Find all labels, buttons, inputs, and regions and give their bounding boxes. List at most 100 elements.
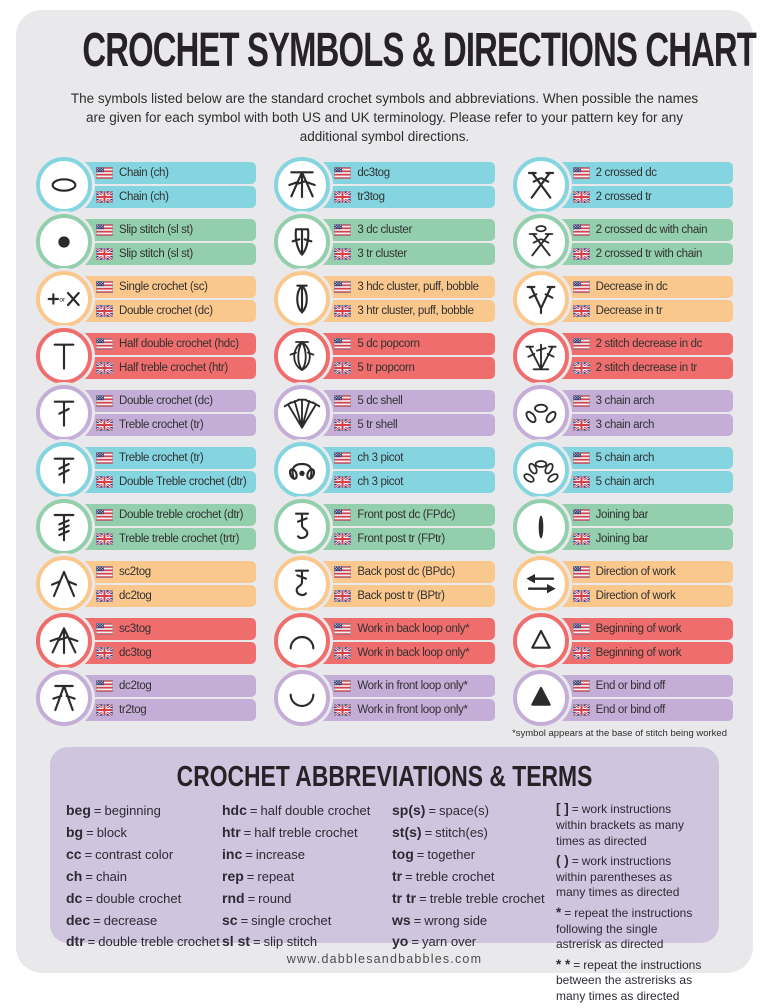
symbol-circle xyxy=(36,327,92,384)
uk-term-label: 2 stitch decrease in tr xyxy=(595,361,698,374)
us-term-label: 2 crossed dc with chain xyxy=(595,223,708,236)
abbrev-key: beg xyxy=(66,802,91,819)
uk-flag-icon xyxy=(334,476,351,488)
us-flag-icon xyxy=(96,566,113,578)
symbol-circle xyxy=(36,498,92,555)
term-pill: dc3tog tr3tog xyxy=(296,161,495,208)
us-term-label: 3 dc cluster xyxy=(357,223,412,236)
term-pill: 5 dc popcorn 5 tr popcorn xyxy=(296,332,495,379)
crossed-dc-icon xyxy=(521,165,561,205)
abbrev-def: chain xyxy=(95,868,128,884)
symbol-row-double-crochet: Double crochet (dc) Treble crochet (tr) xyxy=(36,384,257,441)
abbrev-column-2: hdc = half double crochet htr = half treble … xyxy=(222,800,386,1007)
half-double-crochet-icon xyxy=(44,336,84,376)
us-term-label: Double treble crochet (dtr) xyxy=(119,508,244,521)
equals-sign: = xyxy=(571,802,579,817)
uk-flag-icon xyxy=(573,647,590,659)
abbrev-item: hdc = half double crochet xyxy=(222,800,386,822)
symbol-circle xyxy=(512,384,569,441)
us-term-label: 2 stitch decrease in dc xyxy=(595,337,703,350)
equals-sign: = xyxy=(405,868,413,884)
abbrev-def: repeat the instructions following the si… xyxy=(556,906,693,952)
symbol-footnote: *symbol appears at the base of stitch be… xyxy=(512,728,727,740)
uk-term-label: 5 tr popcorn xyxy=(357,361,415,374)
three-chain-arch-icon xyxy=(521,393,561,433)
symbol-circle xyxy=(274,441,331,498)
abbrev-item: dc = double crochet xyxy=(66,888,216,910)
uk-term-label: dc3tog xyxy=(119,646,152,659)
abbrev-def: half treble crochet xyxy=(254,825,358,841)
uk-flag-icon xyxy=(96,305,113,317)
abbrev-item: tr tr = treble treble crochet xyxy=(392,888,550,910)
symbol-row-3-chain-arch: 3 chain arch 3 chain arch xyxy=(512,384,733,441)
abbrev-item: htr = half treble crochet xyxy=(222,822,386,844)
us-term-label: Single crochet (sc) xyxy=(119,280,208,293)
equals-sign: = xyxy=(573,957,581,972)
abbrev-key: yo xyxy=(392,933,409,950)
symbol-circle xyxy=(274,669,331,726)
abbrev-key: hdc xyxy=(222,802,247,819)
uk-term-label: Work in back loop only* xyxy=(357,646,470,659)
us-term-label: Decrease in dc xyxy=(595,280,668,293)
us-term-label: 2 crossed dc xyxy=(595,166,657,179)
uk-term-label: 2 crossed tr with chain xyxy=(595,247,703,260)
uk-term-label: Double crochet (dc) xyxy=(119,304,213,317)
uk-flag-icon xyxy=(573,305,590,317)
abbrev-def: treble crochet xyxy=(415,868,495,884)
abbrev-item: cc = contrast color xyxy=(66,844,216,866)
symbol-row-back-loop: Work in back loop only* Work in back loo… xyxy=(274,612,495,669)
term-pill: Beginning of work Beginning of work xyxy=(534,617,733,664)
abbrev-def: yarn over xyxy=(421,934,477,950)
term-pill: ch 3 picot ch 3 picot xyxy=(296,446,495,493)
uk-flag-icon xyxy=(334,248,351,260)
abbrev-item: sl st = slip stitch xyxy=(222,931,386,953)
abbrev-key: inc xyxy=(222,846,243,863)
symbol-circle xyxy=(274,612,331,669)
us-term-label: sc3tog xyxy=(119,622,151,635)
symbol-circle xyxy=(36,441,92,498)
abbrev-item: sp(s) = space(s) xyxy=(392,800,550,822)
uk-term-label: Treble crochet (tr) xyxy=(119,418,204,431)
us-flag-icon xyxy=(96,167,113,179)
term-pill: sc2tog dc2tog xyxy=(58,560,257,607)
abbrev-column-3: sp(s) = space(s) st(s) = stitch(es) tog = toge… xyxy=(392,800,550,1007)
symbol-row-direction-of-work: Direction of work Direction of work xyxy=(512,555,733,612)
abbrev-def: space(s) xyxy=(439,803,489,819)
us-flag-icon xyxy=(573,395,590,407)
uk-flag-icon xyxy=(334,590,351,602)
symbol-row-3dc-cluster: 3 dc cluster 3 tr cluster xyxy=(274,213,495,270)
uk-flag-icon xyxy=(573,248,590,260)
uk-flag-icon xyxy=(573,476,590,488)
abbrev-key: rnd xyxy=(222,889,245,906)
us-flag-icon xyxy=(334,509,351,521)
uk-flag-icon xyxy=(96,191,113,203)
symbol-row-2-stitch-decrease: 2 stitch decrease in dc 2 stitch decreas… xyxy=(512,327,733,384)
equals-sign: = xyxy=(240,912,249,928)
symbol-row-double-treble: Double treble crochet (dtr) Treble trebl… xyxy=(36,498,257,555)
us-flag-icon xyxy=(96,680,113,692)
symbol-circle xyxy=(36,612,92,669)
abbrev-key: * * xyxy=(556,956,571,972)
term-pill: Joining bar Joining bar xyxy=(534,503,733,550)
uk-flag-icon xyxy=(96,704,113,716)
us-term-label: Beginning of work xyxy=(595,622,682,635)
symbol-circle xyxy=(274,498,331,555)
abbrev-item: rep = repeat xyxy=(222,866,386,888)
abbrev-item: yo = yarn over xyxy=(392,931,550,953)
dc2tog-icon xyxy=(44,678,84,718)
symbol-row-popcorn: 5 dc popcorn 5 tr popcorn xyxy=(274,327,495,384)
abbreviations-panel: CROCHET ABBREVIATIONS & TERMS beg = beginn… xyxy=(50,747,719,1003)
term-pill: Slip stitch (sl st) Slip stitch (sl st) xyxy=(58,218,257,265)
five-chain-arch-icon xyxy=(521,450,561,490)
us-flag-icon xyxy=(96,452,113,464)
us-flag-icon xyxy=(573,452,590,464)
abbrev-item: dec = decrease xyxy=(66,910,216,932)
front-post-icon xyxy=(282,507,322,547)
symbol-row-end-bind-off: End or bind off End or bind off xyxy=(512,669,733,726)
equals-sign: = xyxy=(564,906,572,921)
symbol-circle xyxy=(274,555,331,612)
double-crochet-icon xyxy=(44,393,84,433)
front-loop-icon xyxy=(282,678,322,718)
term-pill: Back post dc (BPdc) Back post tr (BPtr) xyxy=(296,560,495,607)
abbrev-def: together xyxy=(427,847,476,863)
